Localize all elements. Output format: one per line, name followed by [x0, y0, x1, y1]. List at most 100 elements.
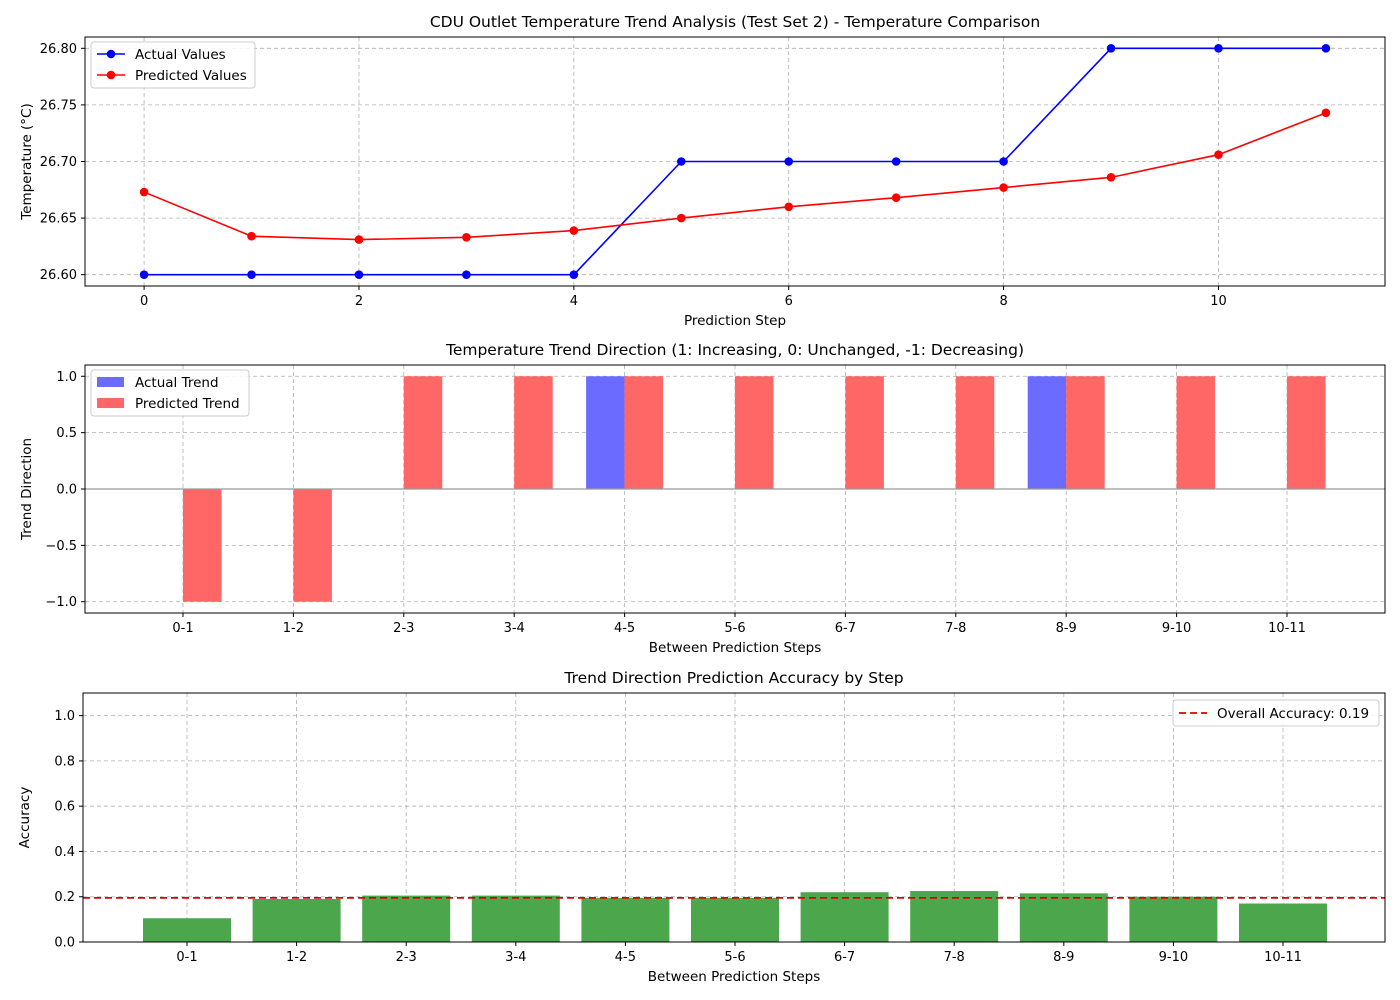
plot-frame	[84, 364, 1386, 614]
x-tick-label: 5-6	[724, 621, 745, 636]
bar-predicted	[735, 376, 774, 489]
bar-predicted	[1287, 376, 1326, 489]
accuracy-bar	[581, 897, 670, 942]
legend-label: Overall Accuracy: 0.19	[1217, 706, 1369, 722]
data-point	[784, 202, 794, 212]
y-tick-label: 0.0	[56, 483, 77, 498]
x-axis-label: Between Prediction Steps	[649, 640, 822, 656]
data-point	[247, 270, 256, 279]
x-axis-label: Between Prediction Steps	[648, 969, 821, 985]
legend-swatch	[97, 377, 124, 387]
bar-predicted	[1066, 376, 1105, 489]
data-point	[247, 231, 256, 241]
y-tick-label: 26.80	[40, 42, 77, 57]
bar-actual	[586, 376, 625, 489]
x-tick-label: 4-5	[615, 950, 636, 965]
data-point	[569, 270, 579, 279]
accuracy-bar	[362, 895, 451, 942]
y-axis-label: Accuracy	[17, 787, 33, 849]
accuracy-bar	[252, 898, 341, 942]
x-tick-label: 8-9	[1053, 950, 1074, 965]
data-point	[784, 157, 794, 166]
y-tick-label: 0.5	[56, 426, 77, 441]
bar-predicted	[183, 489, 222, 602]
x-tick-label: 10-11	[1264, 950, 1302, 965]
legend-box	[90, 369, 250, 417]
y-tick-label: 26.70	[40, 155, 77, 170]
x-tick-label: 5-6	[724, 950, 745, 965]
x-tick-label: 8	[999, 294, 1007, 309]
x-tick-label: 8-9	[1056, 621, 1077, 636]
x-tick-label: 4	[570, 294, 578, 309]
legend-label: Actual Values	[135, 47, 226, 63]
x-tick-label: 7-8	[944, 950, 965, 965]
y-tick-label: −0.5	[45, 539, 77, 554]
x-tick-label: 10-11	[1268, 621, 1306, 636]
y-tick-label: 0.4	[54, 845, 75, 860]
x-tick-label: 9-10	[1162, 621, 1192, 636]
data-point	[1214, 150, 1223, 160]
bar-actual	[1027, 376, 1067, 489]
data-point	[676, 157, 686, 166]
bar-predicted	[624, 376, 664, 489]
data-point	[462, 233, 471, 242]
data-point	[891, 157, 901, 166]
x-tick-label: 0-1	[176, 950, 197, 965]
legend-box	[90, 41, 256, 89]
x-tick-label: 3-4	[505, 950, 526, 965]
x-tick-label: 1-2	[283, 621, 304, 636]
series-line-0	[144, 47, 1326, 276]
bar-predicted	[1176, 376, 1216, 489]
data-point	[1214, 44, 1223, 53]
x-tick-label: 2	[355, 294, 363, 309]
x-tick-label: 6-7	[834, 950, 855, 965]
data-point	[569, 226, 579, 235]
legend-swatch	[97, 398, 124, 408]
y-tick-label: 26.65	[40, 212, 77, 227]
y-tick-label: 0.6	[54, 800, 75, 815]
legend-marker	[106, 49, 116, 59]
x-tick-label: 0-1	[172, 621, 193, 636]
y-tick-label: 1.0	[56, 370, 77, 385]
y-axis-label: Trend Direction	[19, 438, 35, 541]
accuracy-bar	[1019, 893, 1108, 942]
x-tick-label: 6	[785, 294, 793, 309]
data-point	[1106, 44, 1116, 53]
data-point	[139, 270, 149, 279]
bar-predicted	[845, 376, 884, 489]
accuracy-bar	[910, 891, 999, 942]
plot-frame	[82, 692, 1386, 943]
x-tick-label: 3-4	[504, 621, 525, 636]
data-point	[354, 270, 364, 279]
legend-box	[1172, 699, 1380, 727]
y-tick-label: −1.0	[45, 595, 77, 610]
data-point	[891, 193, 901, 203]
legend-label: Predicted Trend	[135, 396, 240, 412]
data-point	[1321, 108, 1331, 118]
legend-label: Predicted Values	[135, 68, 247, 84]
bar-predicted	[955, 376, 995, 489]
y-tick-label: 26.60	[40, 268, 77, 283]
y-tick-label: 0.8	[54, 754, 75, 769]
chart-title: Temperature Trend Direction (1: Increasi…	[445, 341, 1024, 359]
bar-predicted	[293, 489, 332, 602]
accuracy-bar	[691, 897, 779, 942]
x-tick-label: 6-7	[835, 621, 856, 636]
legend-marker	[106, 70, 116, 80]
accuracy-bar	[800, 892, 889, 942]
data-point	[1106, 173, 1116, 182]
y-tick-label: 26.75	[40, 98, 77, 113]
y-tick-label: 0.2	[54, 890, 75, 905]
chart-title: Trend Direction Prediction Accuracy by S…	[563, 669, 903, 687]
x-tick-label: 1-2	[286, 950, 307, 965]
data-point	[999, 183, 1008, 192]
x-tick-label: 2-3	[393, 621, 414, 636]
y-tick-label: 1.0	[54, 709, 75, 724]
accuracy-bar	[471, 895, 560, 942]
plot-frame	[84, 36, 1386, 287]
data-point	[999, 157, 1008, 166]
bar-predicted	[403, 376, 443, 489]
data-point	[139, 187, 149, 197]
data-point	[1321, 44, 1331, 53]
